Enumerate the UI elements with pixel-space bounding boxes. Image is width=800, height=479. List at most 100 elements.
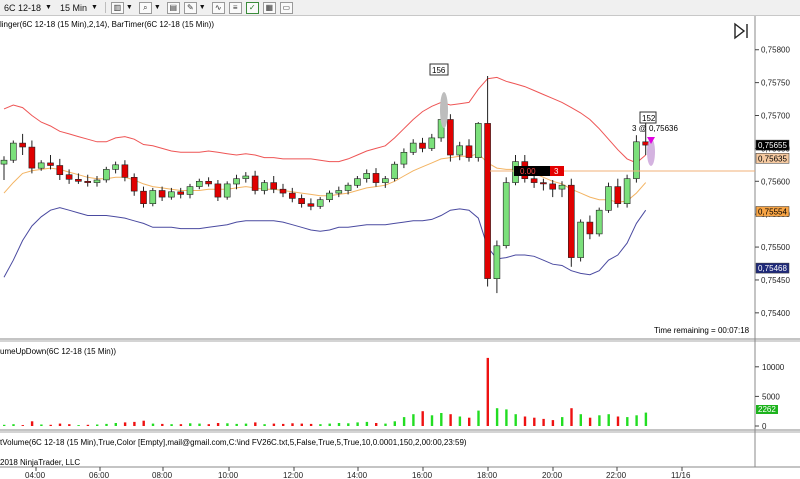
volume-bar	[468, 417, 471, 426]
volume-bar	[161, 423, 164, 426]
volume-bar	[421, 411, 424, 426]
window-icon[interactable]: ▭	[279, 1, 293, 14]
volume-bar	[375, 423, 378, 426]
candle	[47, 162, 54, 166]
chart-style-dropdown-icon[interactable]: ▼	[125, 4, 133, 11]
candle	[168, 191, 175, 198]
candle	[186, 186, 194, 195]
price-tag	[755, 206, 790, 217]
zoom-dropdown-icon[interactable]: ▼	[153, 4, 161, 11]
price-panel-label: linger(6C 12-18 (15 Min),2,14), BarTimer…	[0, 20, 214, 29]
time-tick-label: 16:00	[412, 471, 433, 479]
candle	[103, 169, 110, 181]
timeframe-selector[interactable]: 15 Min	[59, 2, 87, 13]
candle	[335, 190, 343, 194]
properties-icon[interactable]: ▤	[166, 1, 180, 14]
candle	[428, 137, 436, 149]
time-tick-label: 12:00	[283, 471, 304, 479]
candle	[372, 173, 380, 183]
price-tag-label: 0,75554	[758, 208, 787, 217]
candle	[270, 182, 278, 190]
volume-bar	[495, 408, 499, 426]
volume-bar	[58, 423, 62, 426]
price-tick-label: 0,75800	[761, 46, 790, 55]
candle	[56, 165, 64, 175]
volume-bar	[356, 422, 359, 426]
instrument-selector[interactable]: 6C 12-18	[4, 2, 42, 13]
volume-bar	[49, 424, 52, 426]
price-tag	[755, 153, 790, 164]
candle	[158, 190, 166, 198]
volume-bar	[244, 423, 248, 426]
candle	[242, 175, 250, 179]
volume-bar	[12, 424, 15, 426]
candle	[251, 175, 259, 191]
volume-bar	[449, 414, 452, 426]
volume-axis[interactable]: 10000 5000 0	[755, 363, 785, 431]
candle	[326, 192, 333, 201]
price-tick-label: 0,75700	[761, 112, 790, 121]
strategy-icon[interactable]: ≡	[228, 1, 242, 14]
volume-bar	[105, 423, 108, 426]
bar-chart-icon[interactable]: ▥	[110, 1, 124, 14]
volume-bar	[402, 417, 406, 426]
volume-tick-label: 10000	[762, 363, 785, 372]
position-qty: 3	[554, 167, 559, 176]
volume-bar	[179, 424, 183, 426]
price-tick-label: 0,75600	[761, 177, 790, 186]
volume-bar	[579, 414, 582, 426]
candle	[84, 181, 91, 183]
candle	[307, 203, 315, 207]
candle	[196, 181, 203, 187]
volume-bar	[607, 414, 610, 426]
draw-icon[interactable]: ✎	[183, 1, 197, 14]
entry-arrow-icon	[647, 137, 655, 144]
template-icon[interactable]: ▦	[262, 1, 276, 14]
candle	[233, 178, 240, 185]
time-remaining: Time remaining = 00:07:18	[654, 326, 750, 335]
price-tick-label: 0,75750	[761, 79, 790, 88]
indicator-icon[interactable]: ∿	[211, 1, 225, 14]
candle	[288, 192, 296, 199]
candle	[121, 164, 129, 178]
time-tick-label: 08:00	[152, 471, 173, 479]
candle	[549, 183, 557, 190]
time-axis[interactable]: 04:00 06:00 08:00 10:00 12:00 14:00 16:00 18:00…	[25, 467, 691, 479]
volume-bar	[216, 423, 220, 426]
volume-bar	[235, 423, 238, 426]
candle	[530, 178, 538, 183]
volume-bar	[337, 423, 341, 426]
draw-dropdown-icon[interactable]: ▼	[198, 4, 206, 11]
volume-spike-marker	[440, 92, 448, 128]
checkbox-icon[interactable]: ✓	[245, 1, 259, 14]
volume-bar	[616, 416, 620, 426]
strategy-panel-label: tVolume(6C 12-18 (15 Min),True,Color [Em…	[0, 438, 467, 447]
candle	[112, 164, 119, 170]
candle	[381, 178, 389, 183]
candle	[540, 182, 547, 185]
position-pnl-box[interactable]	[514, 166, 550, 176]
volume-bar	[626, 417, 629, 426]
bar-count-right: 152	[642, 114, 656, 123]
entry-marker	[647, 138, 655, 166]
time-tick-label: 04:00	[25, 471, 46, 479]
candle	[28, 146, 36, 169]
candle	[465, 145, 473, 158]
zoom-icon[interactable]: ⌕	[138, 1, 152, 14]
volume-tick-label: 0	[762, 422, 767, 431]
candle	[409, 142, 417, 153]
price-tag-label: 0,75635	[758, 154, 787, 163]
volume-bar	[365, 421, 369, 426]
volume-bar	[458, 416, 462, 426]
timeframe-dropdown-icon[interactable]: ▼	[90, 4, 98, 11]
volume-bar	[40, 424, 43, 426]
position-qty-box[interactable]	[550, 166, 564, 176]
candle	[140, 190, 147, 204]
price-axis[interactable]: 0,758000,757500,757000,756500,756000,755…	[755, 46, 790, 318]
volume-bar	[300, 423, 303, 426]
play-pause-icon[interactable]	[734, 22, 748, 40]
time-tick-label: 06:00	[89, 471, 110, 479]
candle	[316, 199, 324, 207]
instrument-dropdown-icon[interactable]: ▼	[45, 4, 52, 11]
